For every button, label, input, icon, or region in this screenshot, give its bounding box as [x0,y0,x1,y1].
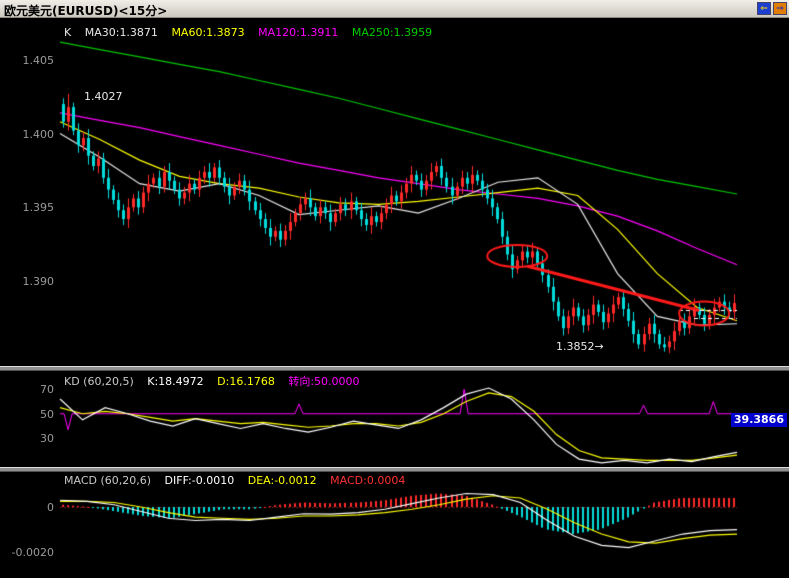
kd-tick-70: 70 [40,383,54,396]
legend-kd-title: KD (60,20,5) [64,375,134,388]
page-prev-button[interactable]: ⇐ [757,2,771,15]
legend-kd-k: K:18.4972 [147,375,204,388]
price-panel: K MA30:1.3871 MA60:1.3873 MA120:1.3911 M… [0,18,789,366]
panel-divider-lower[interactable] [0,467,789,472]
legend-ma30: MA30:1.3871 [84,26,158,39]
kd-legend: KD (60,20,5) K:18.4972 D:16.1768 转向:50.0… [64,373,370,389]
kd-chart-canvas[interactable] [0,371,789,467]
page-next-button[interactable]: ⇒ [773,2,787,15]
legend-kd-d: D:16.1768 [217,375,275,388]
legend-macd-diff: DIFF:-0.0010 [164,474,235,487]
legend-k-line: K [64,26,72,39]
macd-tick-neg20: -0.0020 [11,546,54,559]
price-tick-1395: 1.395 [22,201,55,214]
title-bar: 欧元美元(EURUSD)<15分> ⇐ ⇒ [0,0,789,18]
macd-tick-0: 0 [47,501,54,514]
macd-indicator-panel: MACD (60,20,6) DIFF:-0.0010 DEA:-0.0012 … [0,472,789,578]
candlestick-chart-canvas[interactable] [0,18,789,366]
price-legend: K MA30:1.3871 MA60:1.3873 MA120:1.3911 M… [64,26,442,39]
panel-divider-upper[interactable] [0,366,789,371]
legend-ma120: MA120:1.3911 [258,26,339,39]
legend-kd-turn: 转向:50.0000 [288,375,360,388]
window-title: 欧元美元(EURUSD)<15分> [4,4,168,18]
kd-value-badge: 39.3866 [730,413,787,427]
kd-tick-30: 30 [40,432,54,445]
price-tick-1390: 1.390 [22,275,55,288]
kd-indicator-panel: KD (60,20,5) K:18.4972 D:16.1768 转向:50.0… [0,371,789,467]
legend-ma60: MA60:1.3873 [171,26,245,39]
legend-macd-title: MACD (60,20,6) [64,474,152,487]
price-tick-1400: 1.400 [22,128,55,141]
spike-high-annotation: 1.4027 [84,90,123,103]
macd-legend: MACD (60,20,6) DIFF:-0.0010 DEA:-0.0012 … [64,474,415,487]
page-nav-buttons: ⇐ ⇒ [757,2,787,15]
price-tick-1405: 1.405 [22,54,55,67]
swing-low-annotation: 1.3852→ [556,340,604,353]
macd-chart-canvas[interactable] [0,472,789,578]
legend-ma250: MA250:1.3959 [351,26,433,39]
kd-tick-50: 50 [40,408,54,421]
legend-macd-value: MACD:0.0004 [330,474,406,487]
legend-macd-dea: DEA:-0.0012 [247,474,317,487]
